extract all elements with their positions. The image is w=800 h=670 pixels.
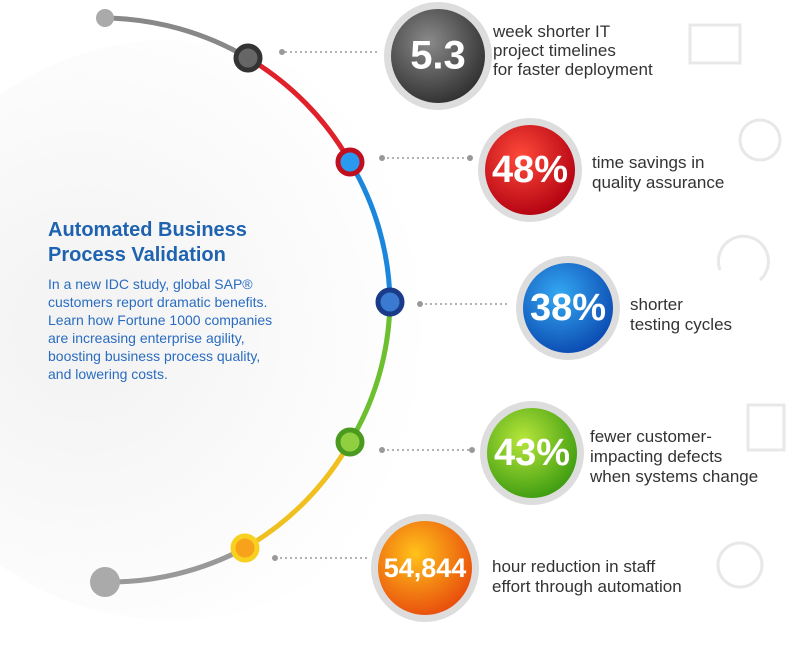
description: Learn how Fortune 1000 companies <box>48 312 272 328</box>
stat-label: effort through automation <box>492 577 682 596</box>
stat-label: project timelines <box>493 41 616 60</box>
stat-label: quality assurance <box>592 173 724 192</box>
stat-label: fewer customer- <box>590 427 712 446</box>
stat-circles <box>371 2 620 622</box>
stat-value: 5.3 <box>410 34 466 78</box>
stat-labels: week shorter IT project timelines for fa… <box>492 22 758 596</box>
stat-label: when systems change <box>589 467 758 486</box>
stat-value: 48% <box>492 149 568 191</box>
description: In a new IDC study, global SAP® <box>48 276 253 292</box>
stat-label: testing cycles <box>630 315 732 334</box>
stat-value: 43% <box>494 432 570 474</box>
description: boosting business process quality, <box>48 348 260 364</box>
stat-label: hour reduction in staff <box>492 557 655 576</box>
intro: Automated Business Process Validation In… <box>48 219 272 382</box>
timeline-arc <box>90 9 393 597</box>
stat-label: impacting defects <box>590 447 722 466</box>
title: Automated Business <box>48 219 247 241</box>
title: Process Validation <box>48 244 226 266</box>
stat-label: for faster deployment <box>493 60 653 79</box>
stat-value: 38% <box>530 287 606 329</box>
nodes <box>230 43 405 563</box>
stat-value: 54,844 <box>384 553 467 583</box>
description: and lowering costs. <box>48 366 168 382</box>
description: are increasing enterprise agility, <box>48 330 245 346</box>
stat-label: week shorter IT <box>492 22 610 41</box>
stat-label: shorter <box>630 295 683 314</box>
stat-label: time savings in <box>592 153 704 172</box>
stat-values: 5.3 48% 38% 43% 54,844 <box>384 34 606 584</box>
connectors <box>272 49 510 561</box>
description: customers report dramatic benefits. <box>48 294 267 310</box>
background <box>0 18 786 620</box>
